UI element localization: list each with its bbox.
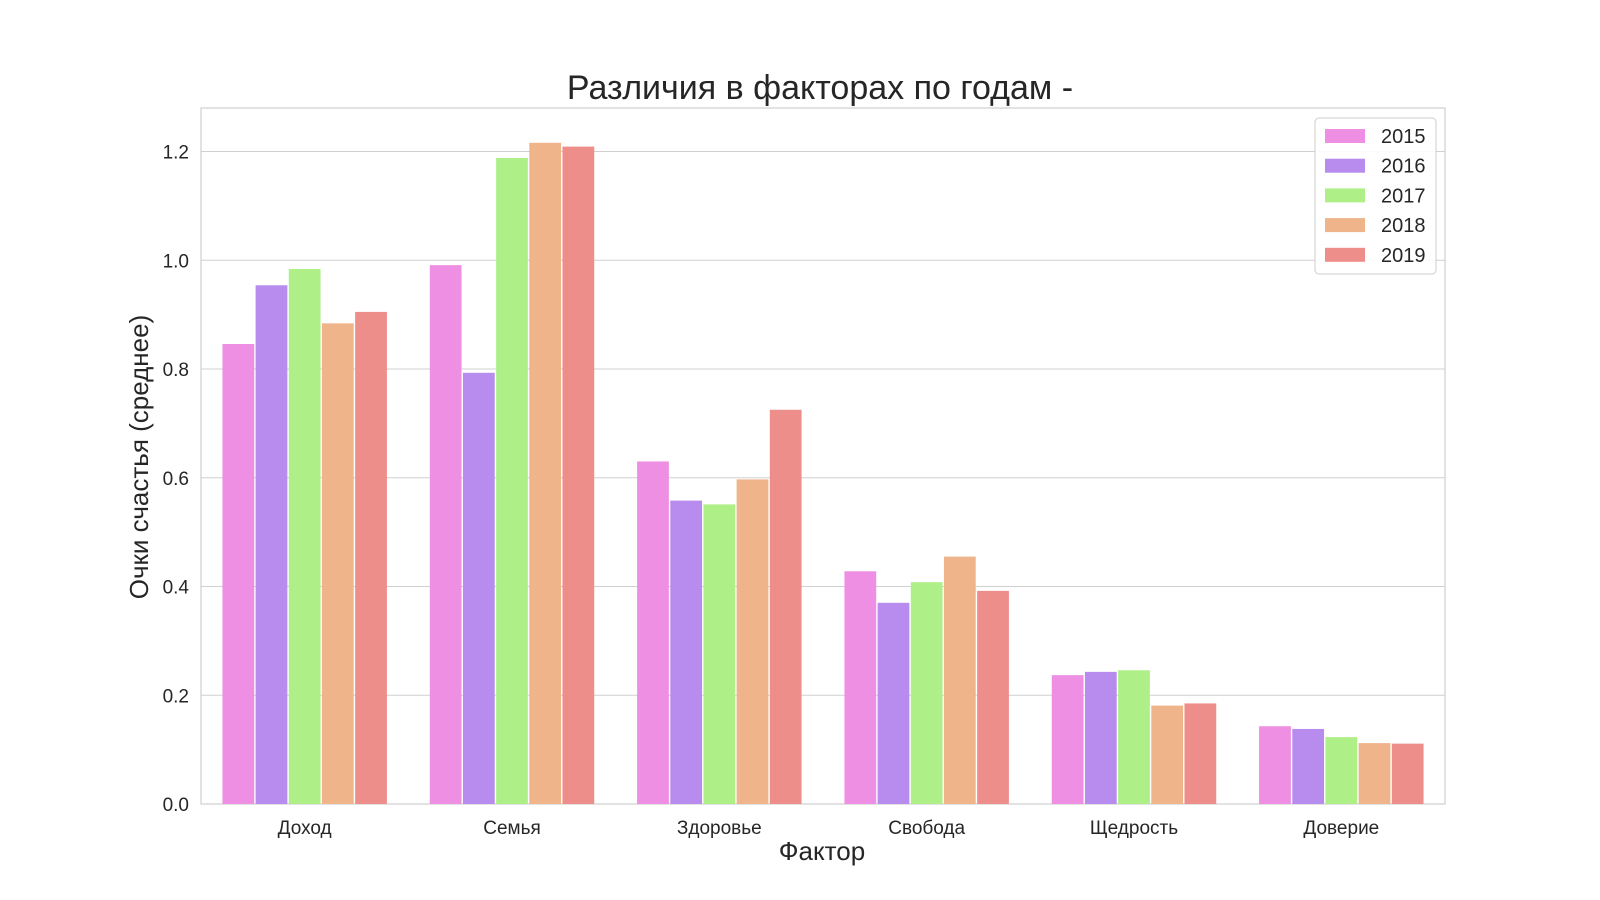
legend-label: 2019 [1381,245,1426,267]
bar-2019-3 [977,590,1009,804]
bar-2018-5 [1358,743,1391,804]
y-tick-label: 0.0 [163,795,189,816]
bar-2019-1 [562,146,595,804]
bar-2015-5 [1259,726,1291,804]
legend-swatch-2015 [1325,129,1365,143]
bar-2017-5 [1325,737,1358,804]
x-axis-ticks: Доход Семья Здоровье Свобода Щедрость Доверие [278,818,1380,839]
legend-label: 2016 [1381,156,1426,178]
bar-2019-0 [355,311,387,804]
bar-2016-2 [670,500,703,804]
bar-2017-4 [1118,670,1150,804]
x-axis-label: Фактор [779,836,865,866]
y-tick-label: 0.4 [163,578,190,599]
bar-2016-5 [1292,728,1325,804]
x-tick-label: Доход [278,818,332,839]
bar-2018-1 [529,142,562,805]
bar-2018-3 [943,556,976,804]
bar-2016-3 [877,602,910,804]
y-axis-ticks: 0.0 0.2 0.4 0.6 0.8 1.0 1.2 [163,143,190,817]
y-tick-label: 1.0 [163,251,189,272]
legend-swatch-2016 [1325,158,1365,173]
x-tick-label: Свобода [888,818,965,839]
legend: 2015 2016 2017 2018 2019 [1314,117,1437,275]
bar-2016-0 [255,285,288,804]
y-tick-label: 0.6 [163,469,189,490]
bar-2019-5 [1391,743,1424,804]
legend-label: 2015 [1381,126,1426,148]
bar-2015-2 [637,461,669,804]
bar-2017-2 [703,504,736,804]
bar-2017-3 [910,582,943,804]
bar-2019-2 [769,409,802,804]
legend-box [1314,117,1437,275]
bar-2015-4 [1051,675,1084,804]
bar-2019-4 [1184,703,1217,804]
bar-2017-1 [496,158,528,804]
y-tick-label: 0.2 [163,686,189,707]
x-tick-label: Здоровье [677,818,762,839]
legend-swatch-2019 [1325,247,1365,262]
plot-frame [200,107,1446,805]
x-tick-label: Щедрость [1090,818,1178,839]
bar-2017-0 [288,268,321,804]
y-tick-label: 0.8 [163,360,189,381]
bar-2016-4 [1084,671,1117,804]
legend-label: 2017 [1381,185,1426,207]
bar-2018-0 [321,323,354,804]
x-tick-label: Семья [483,818,541,839]
x-tick-label: Доверие [1303,818,1379,839]
legend-swatch-2017 [1325,188,1365,203]
bar-2015-1 [429,265,462,804]
bars [222,142,1424,805]
y-tick-label: 1.2 [163,143,189,164]
grid [201,151,1445,805]
bar-2018-4 [1151,705,1184,804]
bar-2015-3 [844,571,877,804]
y-axis-label: Очки счастья (среднее) [124,315,154,599]
legend-swatch-2018 [1325,218,1365,233]
bar-2016-1 [462,372,495,804]
bar-2015-0 [222,343,255,804]
chart-title: Различия в факторах по годам - [567,69,1073,107]
legend-label: 2018 [1381,215,1426,237]
bar-2018-2 [736,479,769,804]
